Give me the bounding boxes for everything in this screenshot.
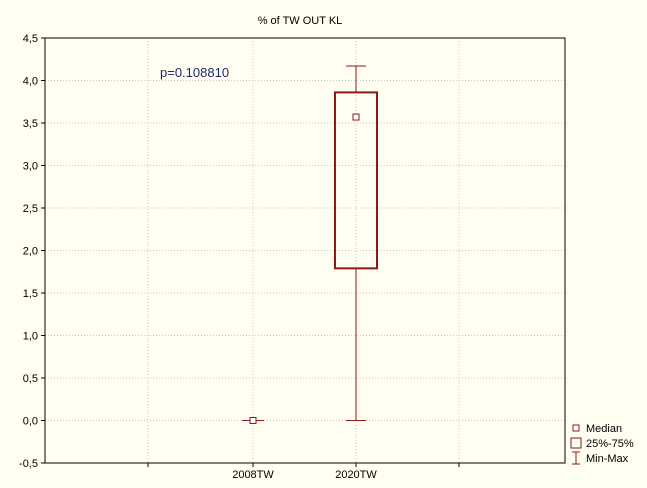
x-tick-label: 2008TW xyxy=(232,469,274,481)
y-tick-label: 0,0 xyxy=(23,416,38,428)
y-tick-label: 4,0 xyxy=(23,76,38,88)
iqr-box xyxy=(334,91,378,270)
median-marker xyxy=(352,113,360,121)
y-tick-label: 2,5 xyxy=(23,203,38,215)
legend-label: Min-Max xyxy=(586,453,629,465)
box-series xyxy=(242,65,378,424)
y-tick-label: -0,5 xyxy=(19,458,38,470)
y-tick-label: 1,0 xyxy=(23,331,38,343)
legend: Median 25%-75% Min-Max xyxy=(570,423,634,465)
legend-label: 25%-75% xyxy=(586,438,634,450)
median-marker xyxy=(249,417,257,424)
grid-lines xyxy=(45,38,565,463)
legend-median-symbol xyxy=(572,424,580,432)
y-tick-label: 3,0 xyxy=(23,161,38,173)
y-tick-label: 1,5 xyxy=(23,288,38,300)
p-value-annotation: p=0.108810 xyxy=(160,65,229,80)
y-tick-label: 2,0 xyxy=(23,246,38,258)
axes: -0,5 0,0 0,5 1,0 1,5 2,0 2,5 3,0 3,5 4,0 4,5 2008TW… xyxy=(19,33,566,481)
y-tick-label: 3,5 xyxy=(23,118,38,130)
chart-title: % of TW OUT KL xyxy=(258,15,343,27)
box-2020TW xyxy=(334,65,378,421)
y-tick-label: 4,5 xyxy=(23,33,38,45)
plot-frame xyxy=(44,37,566,464)
box-2008TW xyxy=(242,417,264,424)
legend-box-symbol xyxy=(570,437,582,449)
x-tick-label: 2020TW xyxy=(335,469,377,481)
legend-label: Median xyxy=(586,423,622,435)
y-tick-label: 0,5 xyxy=(23,373,38,385)
